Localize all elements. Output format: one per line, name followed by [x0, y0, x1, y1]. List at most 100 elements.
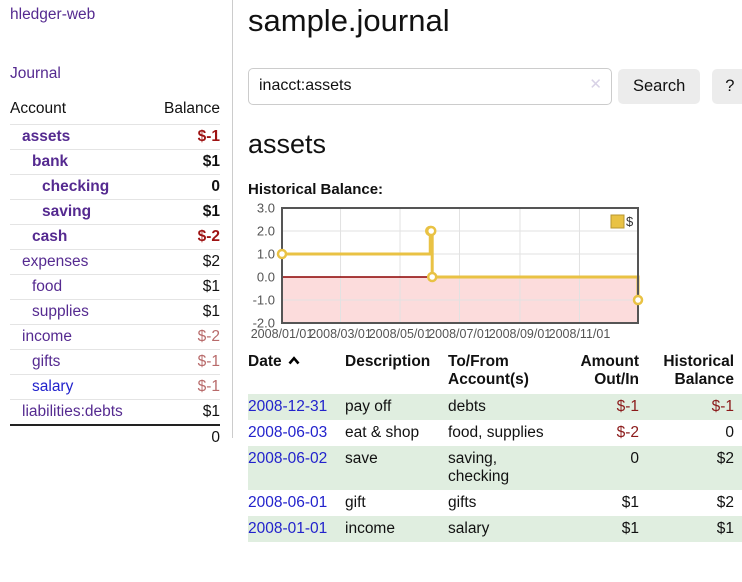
account-balance: $1	[202, 403, 220, 420]
account-link[interactable]: food	[32, 278, 63, 295]
account-row: checking 0	[10, 174, 220, 200]
x-tick-label: 2008/05/01	[369, 327, 432, 341]
register-header-accounts: To/From Account(s)	[448, 352, 529, 388]
x-tick-label: 2008/01/01	[251, 327, 314, 341]
register-date-cell: 2008-06-03	[248, 420, 345, 446]
register-table: Date Description To/From Account(s) Amou…	[248, 350, 742, 542]
register-header-amount: Amount Out/In	[580, 352, 639, 388]
register-accounts-cell: saving, checking	[448, 449, 510, 485]
account-link[interactable]: expenses	[22, 253, 89, 270]
search-input[interactable]	[248, 67, 612, 105]
register-amount-cell: $1	[621, 493, 639, 511]
date-link[interactable]: 2008-06-03	[248, 423, 328, 441]
y-tick-label: -1.0	[253, 292, 275, 307]
account-row: saving $1	[10, 199, 220, 225]
accounts-header-balance: Balance	[163, 100, 220, 117]
x-tick-label: 2008/11/01	[549, 327, 611, 341]
clear-search-icon[interactable]: ✕	[589, 75, 602, 93]
data-point-marker[interactable]	[425, 225, 437, 236]
register-header-date[interactable]: Date	[248, 350, 345, 394]
account-link[interactable]: supplies	[32, 303, 89, 320]
chart-border	[281, 206, 639, 324]
account-link[interactable]: liabilities:debts	[22, 403, 123, 420]
account-name-cell: salary	[10, 375, 150, 400]
register-date-cell: 2008-12-31	[248, 394, 345, 420]
account-name-cell: saving	[10, 200, 150, 225]
register-balance-cell: $2	[716, 449, 734, 467]
account-name-cell: income	[10, 325, 150, 350]
sidebar-item-journal[interactable]: Journal	[10, 65, 61, 82]
register-row: 2008-12-31 pay off debts $-1 $-1	[248, 393, 742, 420]
account-row: liabilities:debts $1	[10, 399, 220, 426]
account-balance: $-1	[197, 353, 220, 370]
register-row: 2008-06-03 eat & shop food, supplies $-2 0	[248, 420, 742, 446]
y-tick-label: 2.0	[257, 223, 275, 238]
date-link[interactable]: 2008-01-01	[248, 519, 328, 537]
register-amount-cell: $-1	[616, 397, 639, 415]
help-button[interactable]: ?	[712, 68, 742, 104]
search-button[interactable]: Search	[618, 68, 701, 104]
account-link[interactable]: gifts	[32, 353, 61, 370]
app-title-link[interactable]: hledger-web	[10, 6, 96, 23]
data-point-marker[interactable]	[426, 271, 438, 282]
account-balance: 0	[211, 178, 220, 195]
historical-balance-chart[interactable]: 3.0 2.0 1.0 0.0 -1.0 -2.02008/01/012008/03/01…	[242, 200, 644, 341]
account-balance: $-1	[197, 128, 220, 145]
account-row: gifts $-1	[10, 349, 220, 375]
account-row: cash $-2	[10, 224, 220, 250]
account-heading: assets	[248, 128, 327, 159]
account-name-cell: expenses	[10, 250, 150, 275]
date-link[interactable]: 2008-12-31	[248, 397, 328, 415]
legend-label: $	[626, 214, 634, 229]
account-link[interactable]: bank	[32, 153, 69, 170]
data-point-marker[interactable]	[632, 294, 644, 305]
date-link[interactable]: 2008-06-01	[248, 493, 328, 511]
account-name-cell: bank	[10, 150, 150, 175]
register-description-cell: gift	[345, 493, 366, 511]
account-balance: $-2	[197, 228, 220, 245]
account-link[interactable]: assets	[22, 128, 71, 145]
account-name-cell: cash	[10, 225, 150, 250]
account-name-cell: food	[10, 275, 150, 300]
x-tick-label: 2008/07/01	[428, 327, 491, 341]
account-balance: $1	[202, 303, 220, 320]
register-header-description: Description	[345, 352, 431, 370]
main-content: sample.journal ✕ Search ? assets Histori…	[233, 0, 742, 542]
register-accounts-cell: food, supplies	[448, 423, 544, 441]
register-row: 2008-06-02 save saving, checking 0 $2	[248, 445, 742, 490]
account-link[interactable]: saving	[42, 203, 92, 220]
account-balance: $-1	[197, 378, 220, 395]
register-description-cell: save	[345, 449, 378, 467]
account-balance: $2	[202, 253, 220, 270]
date-link[interactable]: 2008-06-02	[248, 449, 328, 467]
register-row: 2008-01-01 income salary $1 $1	[248, 515, 742, 542]
account-link[interactable]: salary	[32, 378, 74, 395]
account-name-cell: checking	[10, 175, 150, 200]
y-tick-label: -2.0	[253, 315, 275, 330]
y-tick-label: 0.0	[257, 269, 275, 284]
register-balance-cell: $-1	[711, 397, 734, 415]
y-tick-label: 1.0	[257, 246, 275, 261]
register-row: 2008-06-01 gift gifts $1 $2	[248, 490, 742, 516]
account-name-cell: supplies	[10, 300, 150, 325]
account-row: expenses $2	[10, 249, 220, 275]
y-tick-label: 3.0	[257, 200, 275, 215]
register-header-row: Date Description To/From Account(s) Amou…	[248, 350, 742, 394]
account-link[interactable]: income	[22, 328, 72, 345]
account-name-cell: liabilities:debts	[10, 400, 150, 426]
account-row: supplies $1	[10, 299, 220, 325]
register-balance-cell: $1	[716, 519, 734, 537]
register-amount-cell: $-2	[616, 423, 639, 441]
register-accounts-cell: salary	[448, 519, 490, 537]
account-balance: $1	[202, 203, 220, 220]
data-point-marker[interactable]	[276, 248, 288, 259]
register-date-cell: 2008-06-02	[248, 446, 345, 490]
account-link[interactable]: cash	[32, 228, 68, 245]
account-link[interactable]: checking	[42, 178, 110, 195]
accounts-total-row: 0	[10, 425, 220, 450]
account-row: income $-2	[10, 324, 220, 350]
x-tick-label: 2008/03/01	[309, 327, 372, 341]
register-amount-cell: $1	[621, 519, 639, 537]
account-row: salary $-1	[10, 374, 220, 400]
register-header-balance: Historical Balance	[663, 352, 734, 388]
